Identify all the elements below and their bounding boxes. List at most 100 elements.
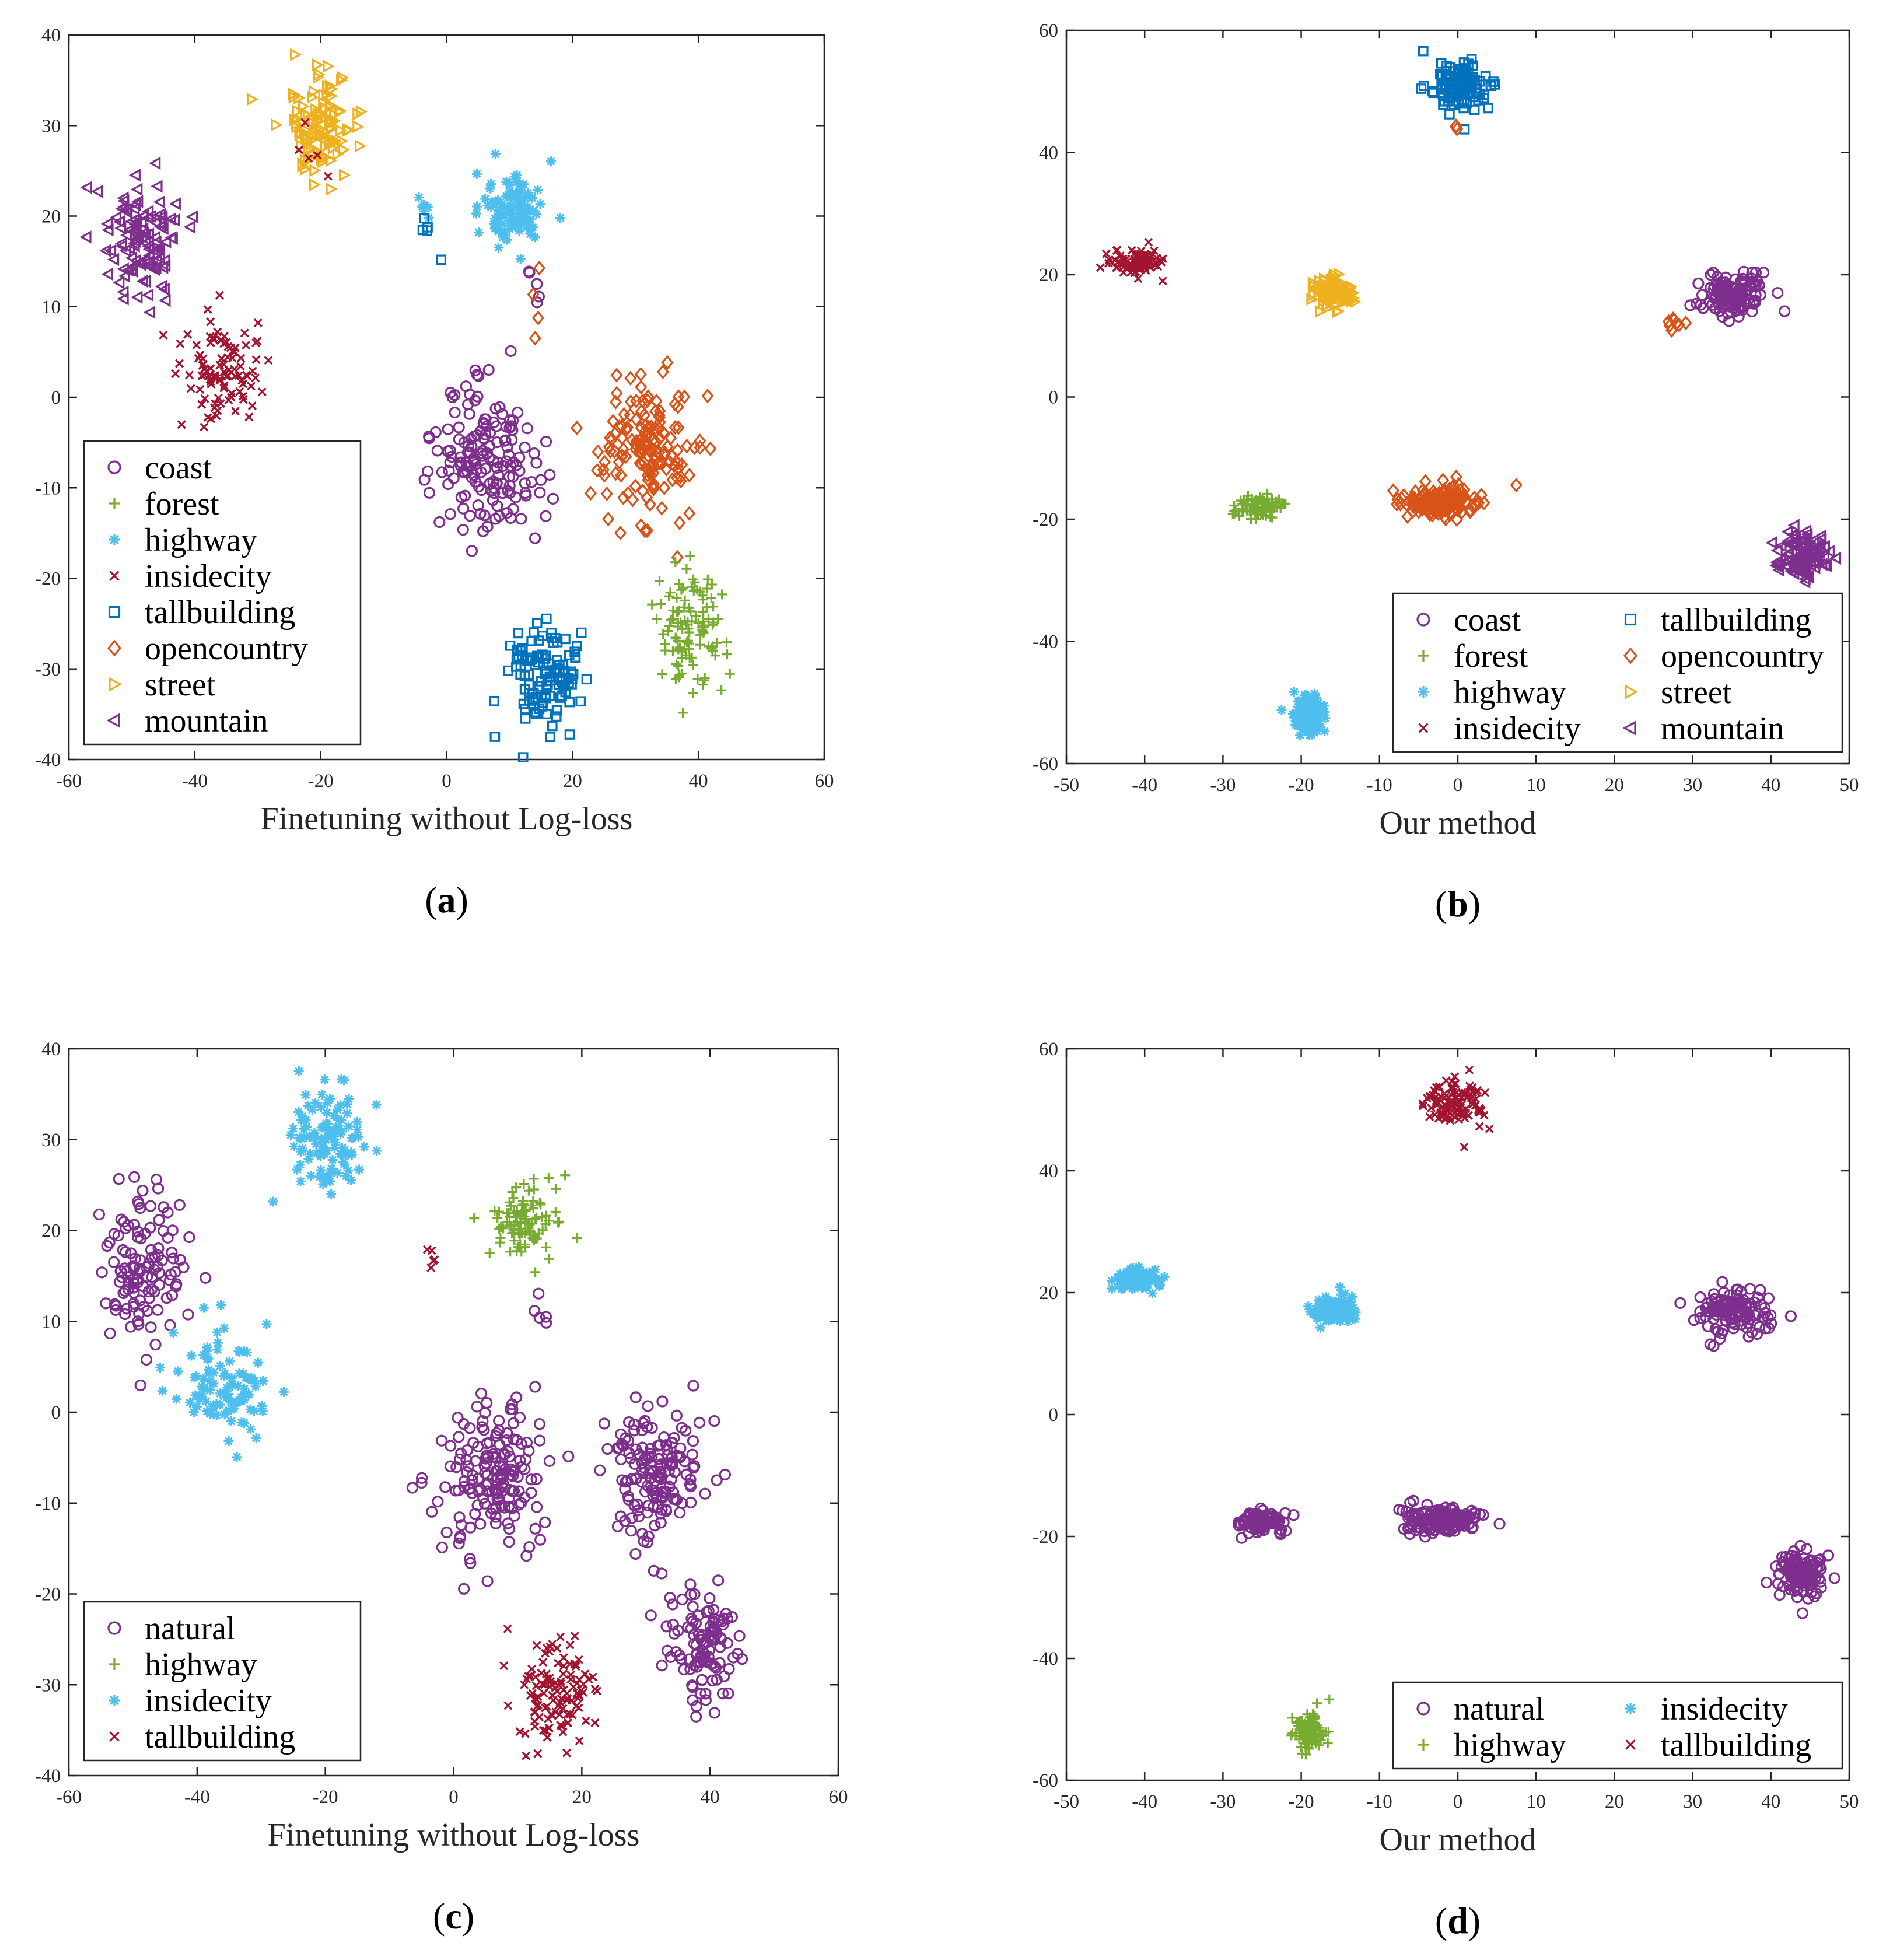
data-point-coast (547, 492, 559, 505)
data-point-natural (716, 1688, 729, 1700)
data-point-mountain (137, 209, 149, 223)
legend-item: insidecity (109, 1683, 272, 1719)
data-point-insidecity4 (347, 1149, 357, 1160)
data-point-tallbuilding (419, 213, 429, 224)
data-point-opencountry (638, 408, 651, 423)
data-point-highway (471, 169, 482, 179)
data-point-natural (1674, 1297, 1686, 1309)
data-point-insidecity (200, 422, 209, 432)
data-point-tallbuilding (1418, 80, 1429, 92)
data-point-tallbuilding (505, 640, 516, 651)
data-point-coast (436, 466, 448, 478)
data-point-tallbuilding4 (532, 1641, 541, 1650)
data-point-highway4 (524, 1230, 535, 1240)
data-point-tallbuilding4 (1427, 1103, 1436, 1112)
data-point-street (326, 82, 338, 96)
data-point-insidecity4 (321, 1108, 332, 1118)
data-point-natural (656, 1492, 669, 1504)
data-point-natural (464, 1521, 477, 1534)
data-point-insidecity4 (1130, 1266, 1140, 1276)
data-point-tallbuilding4 (1460, 1142, 1469, 1152)
data-point-natural (594, 1464, 606, 1476)
data-point-street (307, 90, 319, 104)
data-point-insidecity4 (341, 1171, 351, 1181)
data-point-tallbuilding (518, 698, 529, 709)
data-point-highway (1289, 687, 1299, 697)
data-point-tallbuilding (534, 681, 545, 692)
data-point-mountain (80, 181, 92, 194)
data-point-tallbuilding (503, 665, 513, 676)
data-point-natural (691, 1656, 704, 1668)
data-point-coast (473, 370, 485, 382)
data-point-opencountry (649, 443, 662, 459)
data-point-insidecity4 (334, 1124, 345, 1134)
data-point-tallbuilding (1439, 96, 1450, 107)
legend-label: coast (1454, 602, 1521, 638)
data-point-coast (499, 435, 511, 447)
chart-panel-b: -50 -40 -30 -20 -10 0 10 20 30 40 50 -60 -40 -20 0 20 40… (1033, 20, 1859, 925)
data-point-insidecity4 (191, 1401, 202, 1412)
legend-item: tallbuilding (1625, 1727, 1811, 1763)
data-point-natural (691, 1648, 703, 1661)
data-point-natural (150, 1174, 163, 1186)
data-point-natural (110, 1304, 122, 1316)
data-point-natural (665, 1474, 677, 1486)
y-tick-label: -40 (1033, 632, 1058, 653)
data-point-highway4 (1287, 1713, 1297, 1723)
data-point-natural (513, 1412, 526, 1424)
data-point-opencountry (656, 364, 669, 380)
data-point-coast (1778, 305, 1791, 317)
data-point-forest (690, 611, 701, 621)
legend-item: opencountry (107, 631, 308, 667)
data-point-forest (652, 614, 662, 624)
data-point-street (338, 143, 351, 157)
data-point-insidecity4 (1348, 1314, 1358, 1325)
data-point-highway (1303, 695, 1314, 706)
data-point-opencountry (680, 438, 693, 454)
data-point-natural (1266, 1517, 1279, 1530)
data-point-highway (526, 222, 537, 233)
x-tick-label: 50 (1840, 1791, 1859, 1812)
data-point-forest (702, 574, 713, 584)
data-point-natural (1765, 1309, 1777, 1321)
data-point-forest (1238, 496, 1249, 507)
y-tick-label: 0 (1049, 1405, 1059, 1426)
data-point-natural (487, 1503, 499, 1515)
data-point-mountain (90, 185, 103, 198)
data-point-insidecity4 (1331, 1296, 1341, 1307)
data-point-opencountry (609, 394, 622, 410)
data-point-insidecity (206, 317, 215, 327)
data-point-natural (1777, 1580, 1790, 1592)
data-point-mountain (164, 212, 176, 226)
data-point-opencountry (529, 331, 541, 346)
data-point-natural (495, 1474, 507, 1486)
data-point-opencountry (651, 456, 664, 471)
x-tick-label: -50 (1054, 775, 1079, 796)
data-point-insidecity4 (261, 1319, 272, 1329)
data-point-insidecity4 (300, 1115, 311, 1125)
data-point-coast (470, 458, 482, 470)
data-point-mountain (1782, 534, 1794, 548)
data-point-natural (1493, 1518, 1506, 1530)
data-point-natural (1796, 1607, 1809, 1619)
data-point-natural (631, 1498, 643, 1511)
data-point-mountain (151, 180, 163, 193)
data-point-forest (658, 629, 669, 639)
data-point-highway (505, 215, 515, 226)
data-point-highway (1308, 700, 1319, 710)
data-point-natural (736, 1653, 748, 1665)
data-point-coast (471, 429, 484, 441)
data-point-natural (654, 1460, 666, 1472)
data-point-highway (480, 194, 491, 204)
data-point-insidecity4 (219, 1371, 229, 1381)
data-point-natural (622, 1416, 635, 1429)
legend-marker-coast (1416, 612, 1430, 626)
data-point-mountain (126, 265, 138, 278)
data-point-insidecity (1096, 263, 1105, 272)
data-point-highway (512, 176, 523, 186)
data-point-natural (615, 1438, 628, 1450)
data-point-forest (722, 637, 732, 648)
data-point-tallbuilding (1458, 69, 1469, 79)
data-point-natural (667, 1619, 679, 1631)
data-point-natural (432, 1496, 444, 1508)
